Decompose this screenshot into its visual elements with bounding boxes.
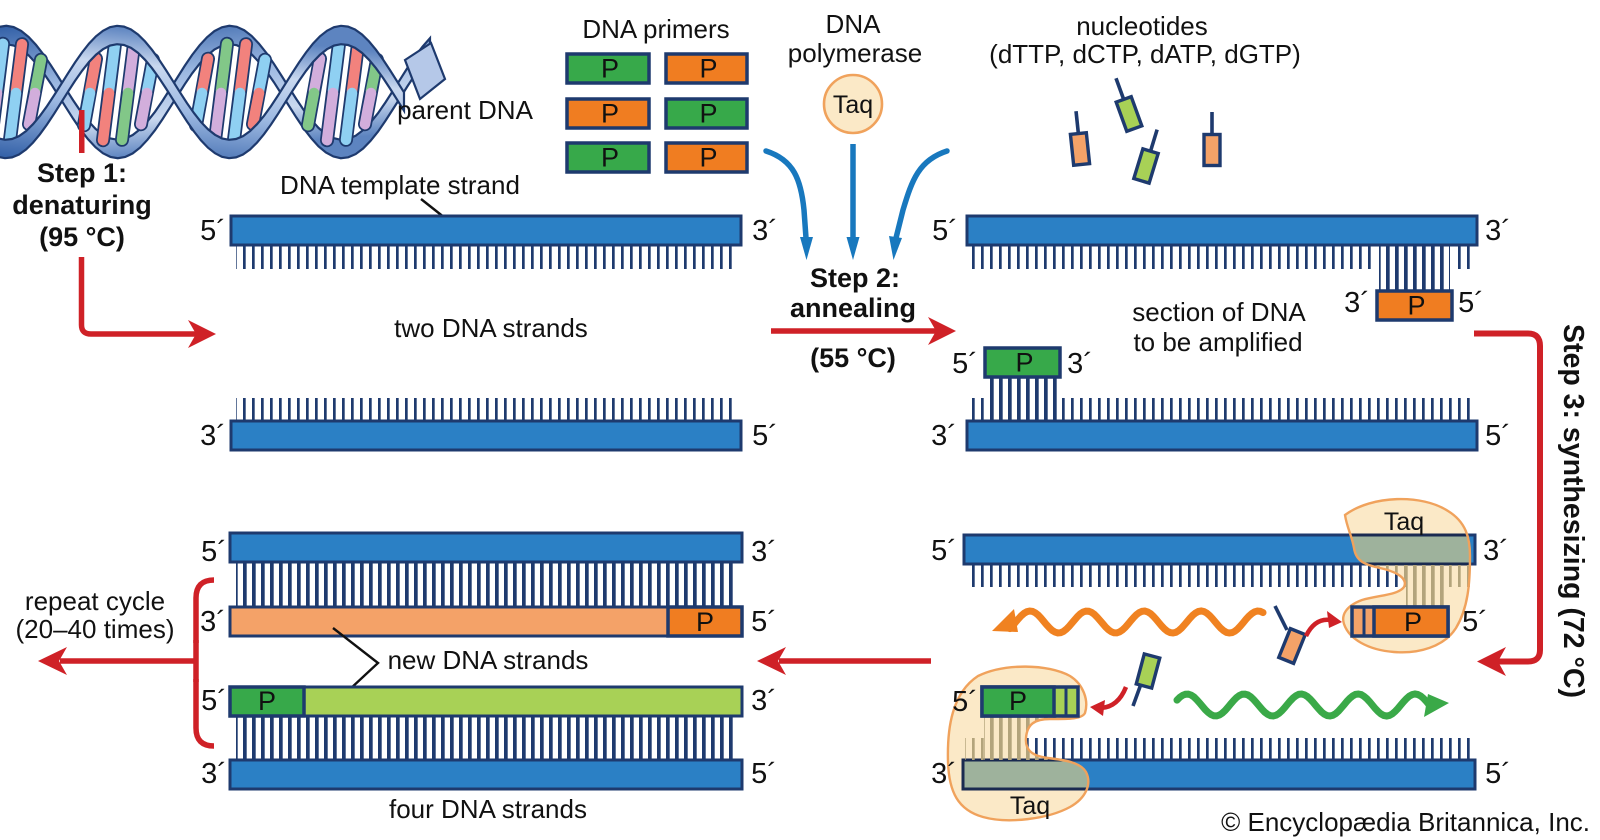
svg-text:P: P [1009,686,1027,716]
svg-text:5´: 5´ [1485,758,1511,790]
svg-text:P: P [1404,607,1422,637]
svg-text:5´: 5´ [952,686,978,718]
svg-text:5´: 5´ [752,420,778,452]
svg-text:P: P [601,143,619,173]
svg-text:DNA primers: DNA primers [582,14,729,44]
svg-text:parent DNA: parent DNA [397,95,533,125]
svg-text:polymerase: polymerase [788,38,922,68]
svg-text:P: P [1407,291,1425,321]
svg-text:5´: 5´ [201,685,227,717]
svg-text:P: P [699,54,717,84]
svg-text:DNA template strand: DNA template strand [280,170,520,200]
svg-text:nucleotides: nucleotides [1076,11,1208,41]
svg-text:3´: 3´ [1344,287,1370,319]
svg-text:P: P [696,607,714,637]
svg-text:(dTTP, dCTP, dATP, dGTP): (dTTP, dCTP, dATP, dGTP) [989,39,1301,69]
svg-text:annealing: annealing [790,293,916,323]
svg-text:3´: 3´ [931,420,957,452]
svg-text:Taq: Taq [1384,508,1424,536]
svg-text:Step 1:: Step 1: [37,158,127,188]
svg-text:3´: 3´ [752,215,778,247]
svg-text:Taq: Taq [833,91,873,119]
svg-text:3´: 3´ [751,536,777,568]
svg-text:5´: 5´ [751,758,777,790]
svg-text:5´: 5´ [1458,287,1484,319]
svg-text:new DNA strands: new DNA strands [388,645,589,675]
svg-text:3´: 3´ [200,420,226,452]
svg-text:3´: 3´ [1483,535,1509,567]
svg-text:© Encyclopædia Britannica, Inc: © Encyclopædia Britannica, Inc. [1221,807,1590,837]
svg-text:P: P [258,686,276,716]
svg-text:5´: 5´ [931,535,957,567]
svg-text:Taq: Taq [1010,792,1050,820]
svg-text:Step 2:: Step 2: [810,263,900,293]
svg-text:Step 3: synthesizing (72 °C): Step 3: synthesizing (72 °C) [1557,324,1589,698]
svg-text:5´: 5´ [1462,606,1488,638]
svg-text:5´: 5´ [751,606,777,638]
svg-text:3´: 3´ [751,685,777,717]
svg-text:3´: 3´ [1485,215,1511,247]
svg-text:DNA: DNA [826,9,882,39]
svg-text:denaturing: denaturing [12,190,152,220]
svg-text:(55 °C): (55 °C) [810,343,896,373]
svg-text:5´: 5´ [1485,420,1511,452]
svg-text:two DNA strands: two DNA strands [394,313,588,343]
svg-text:5´: 5´ [200,215,226,247]
svg-text:(95 °C): (95 °C) [39,222,125,252]
svg-text:P: P [1015,348,1033,378]
svg-text:3´: 3´ [931,758,957,790]
svg-text:5´: 5´ [932,215,958,247]
svg-text:P: P [699,143,717,173]
svg-text:3´: 3´ [200,606,226,638]
svg-text:3´: 3´ [1067,348,1093,380]
svg-text:5´: 5´ [201,536,227,568]
svg-text:5´: 5´ [952,348,978,380]
svg-text:P: P [601,99,619,129]
svg-text:(20–40 times): (20–40 times) [16,614,175,644]
svg-text:P: P [699,99,717,129]
svg-text:P: P [601,54,619,84]
svg-text:to be amplified: to be amplified [1133,327,1302,357]
svg-text:3´: 3´ [201,758,227,790]
svg-text:four DNA strands: four DNA strands [389,794,587,824]
svg-text:repeat cycle: repeat cycle [25,586,165,616]
svg-text:section of DNA: section of DNA [1132,297,1306,327]
